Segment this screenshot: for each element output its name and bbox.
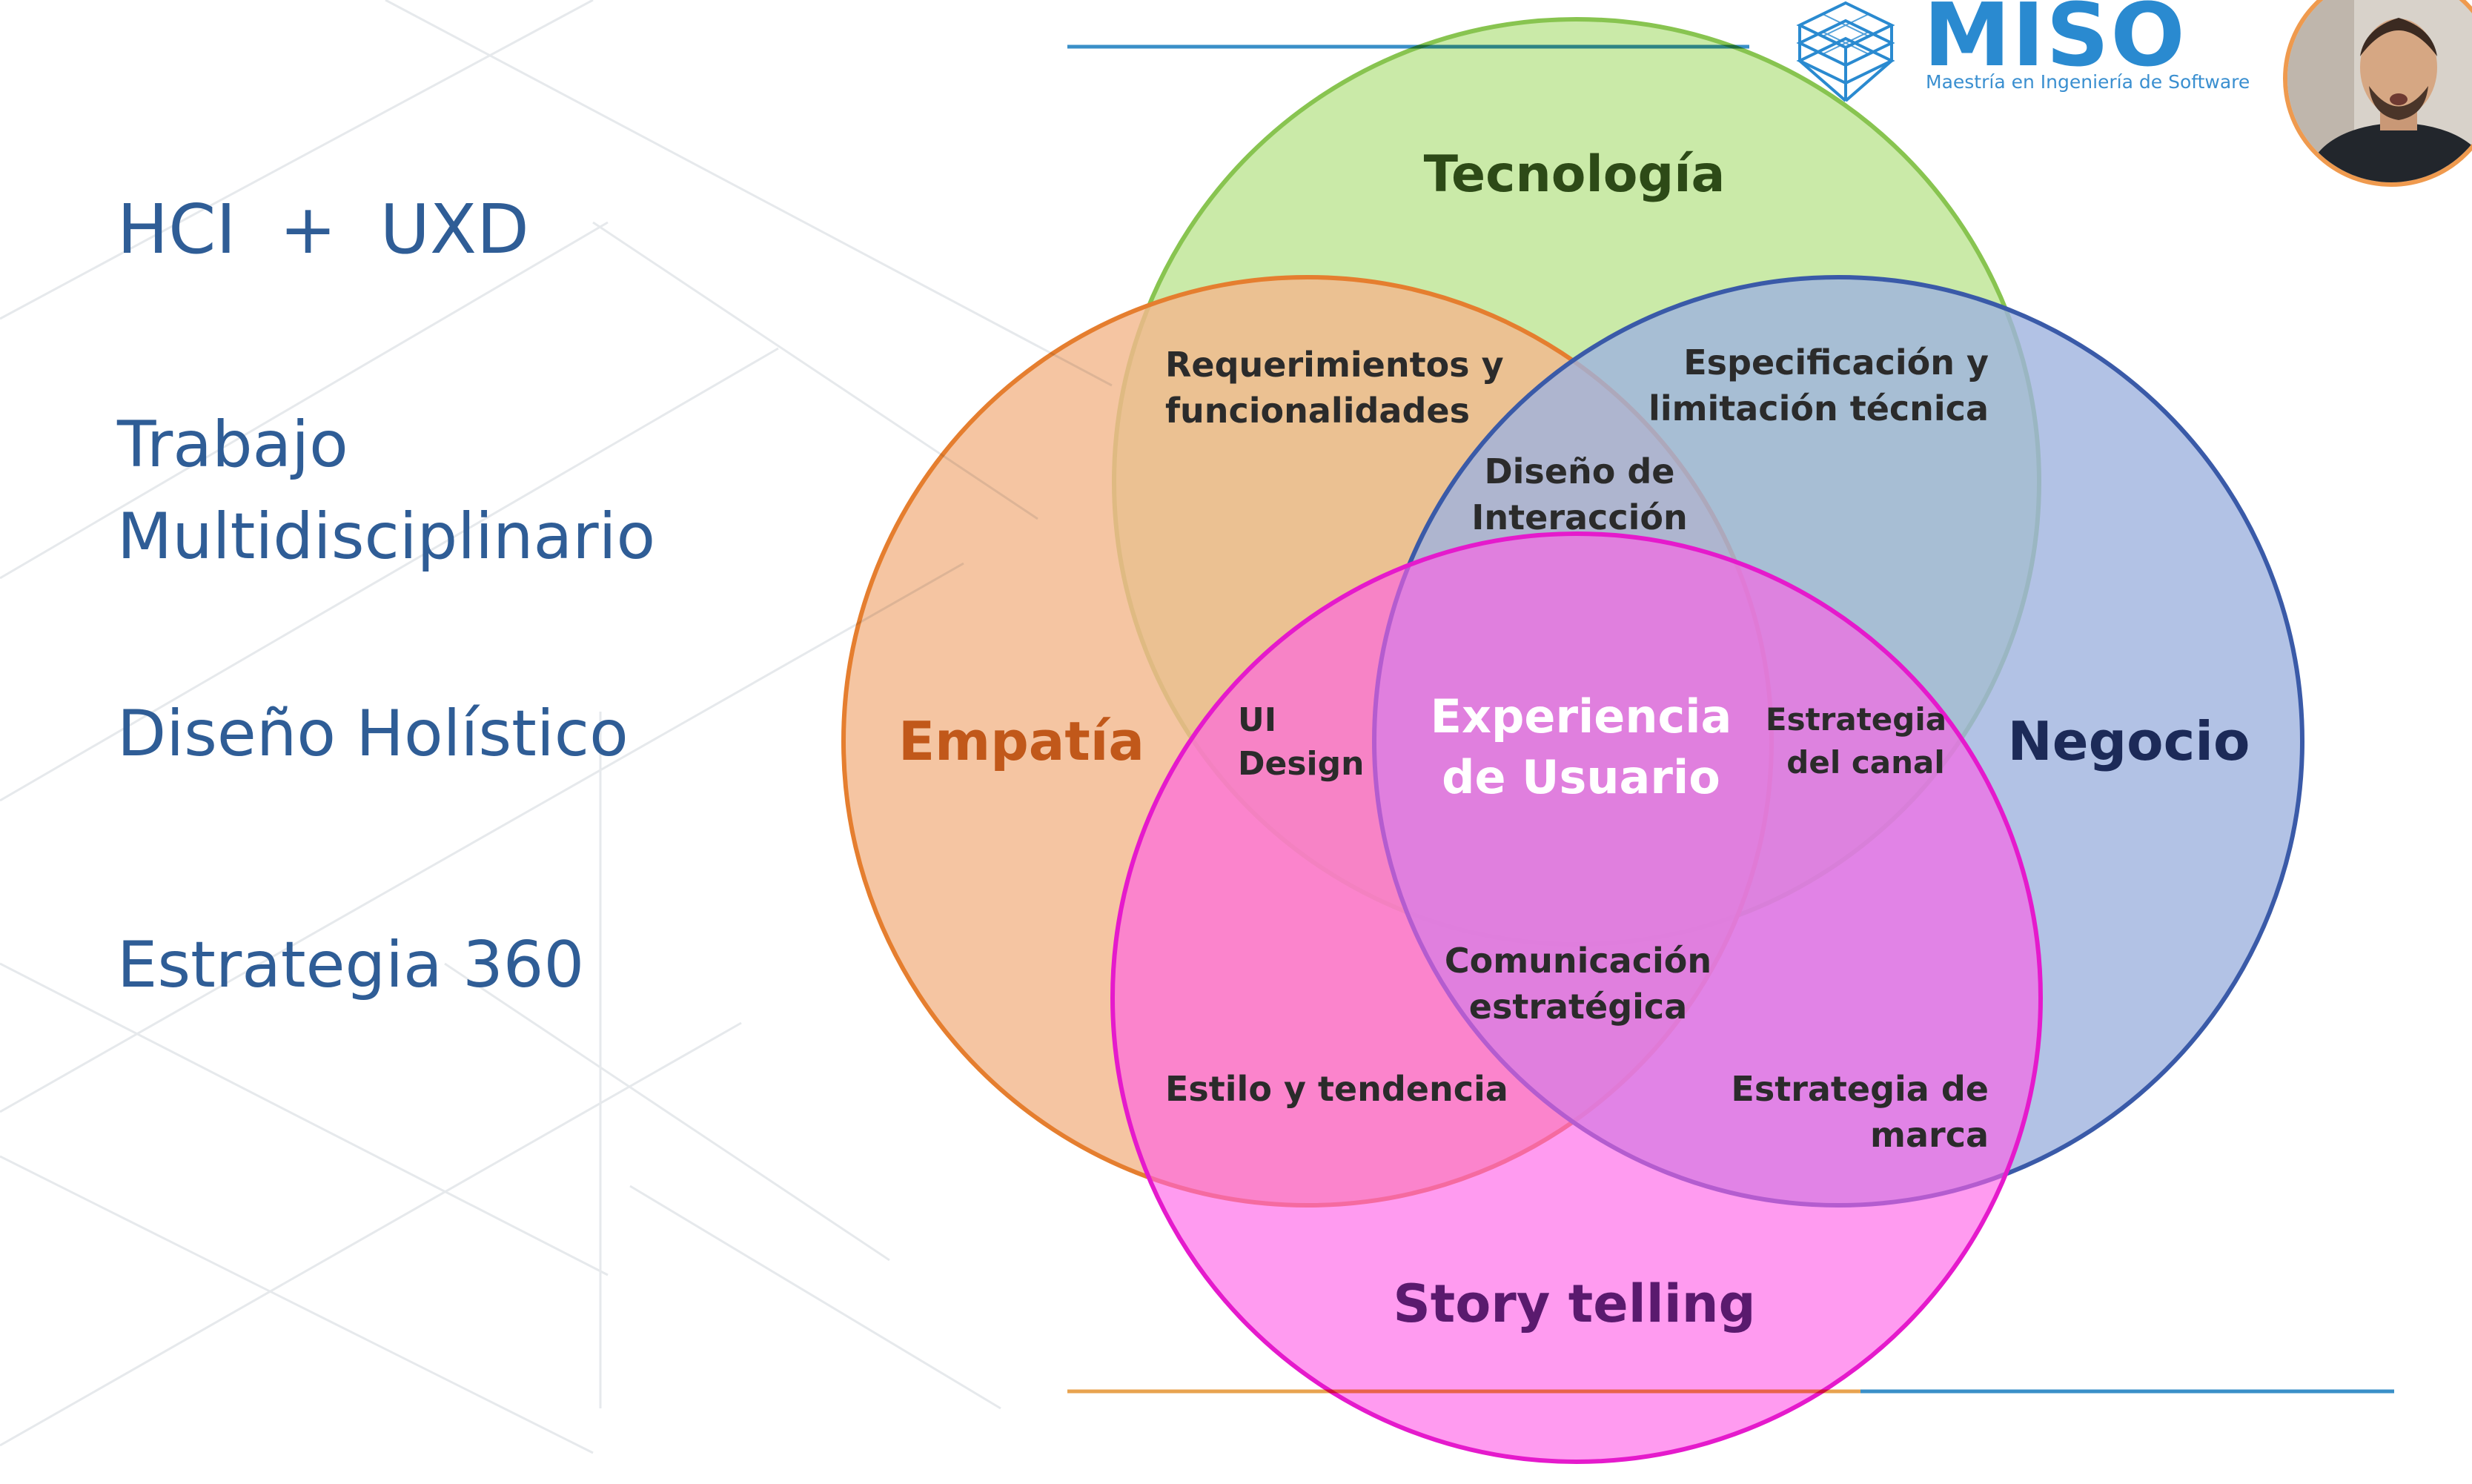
circle-story-telling [1110,531,2043,1464]
presenter-avatar [2287,0,2472,182]
label-interaccion-2: Interacción [1471,497,1687,537]
label-comunicacion-1: Comunicación [1445,941,1711,981]
label-estrategia-canal-1: Estrategia [1766,701,1946,738]
miso-logo: MISO Maestría en Ingeniería de Software [1794,0,2253,104]
label-experiencia-2: de Usuario [1442,750,1720,804]
label-estilo-tendencia: Estilo y tendencia [1165,1069,1508,1109]
title-hci-uxd: HCI + UXD [117,190,529,269]
label-experiencia-1: Experiencia [1431,689,1732,743]
label-comunicacion-2: estratégica [1469,987,1688,1027]
label-estrategia-marca-2: marca [1870,1115,1989,1155]
label-especificacion-2: limitación técnica [1648,388,1989,428]
label-requerimientos-1: Requerimientos y [1165,345,1504,385]
item-multidisciplinario: Multidisciplinario [117,500,656,574]
label-ui-design-1: UI [1238,701,1276,739]
logo-title: MISO [1923,0,2187,86]
stacked-cube-icon [1796,1,1895,102]
label-estrategia-canal-2: del canal [1786,744,1944,781]
label-story-telling: Story telling [1393,1273,1755,1334]
label-empatia: Empatía [898,710,1144,772]
label-interaccion-1: Diseño de [1484,451,1674,491]
logo-subtitle: Maestría en Ingeniería de Software [1926,71,2250,93]
label-requerimientos-2: funcionalidades [1165,391,1470,431]
item-trabajo: Trabajo [117,408,348,482]
label-estrategia-marca-1: Estrategia de [1731,1069,1989,1109]
label-tecnologia: Tecnología [1424,145,1726,204]
item-diseno-holistico: Diseño Holístico [117,697,629,771]
item-estrategia-360: Estrategia 360 [117,928,585,1002]
label-negocio: Negocio [2008,710,2250,772]
label-ui-design-2: Design [1238,745,1364,783]
label-especificacion-1: Especificación y [1683,342,1989,382]
